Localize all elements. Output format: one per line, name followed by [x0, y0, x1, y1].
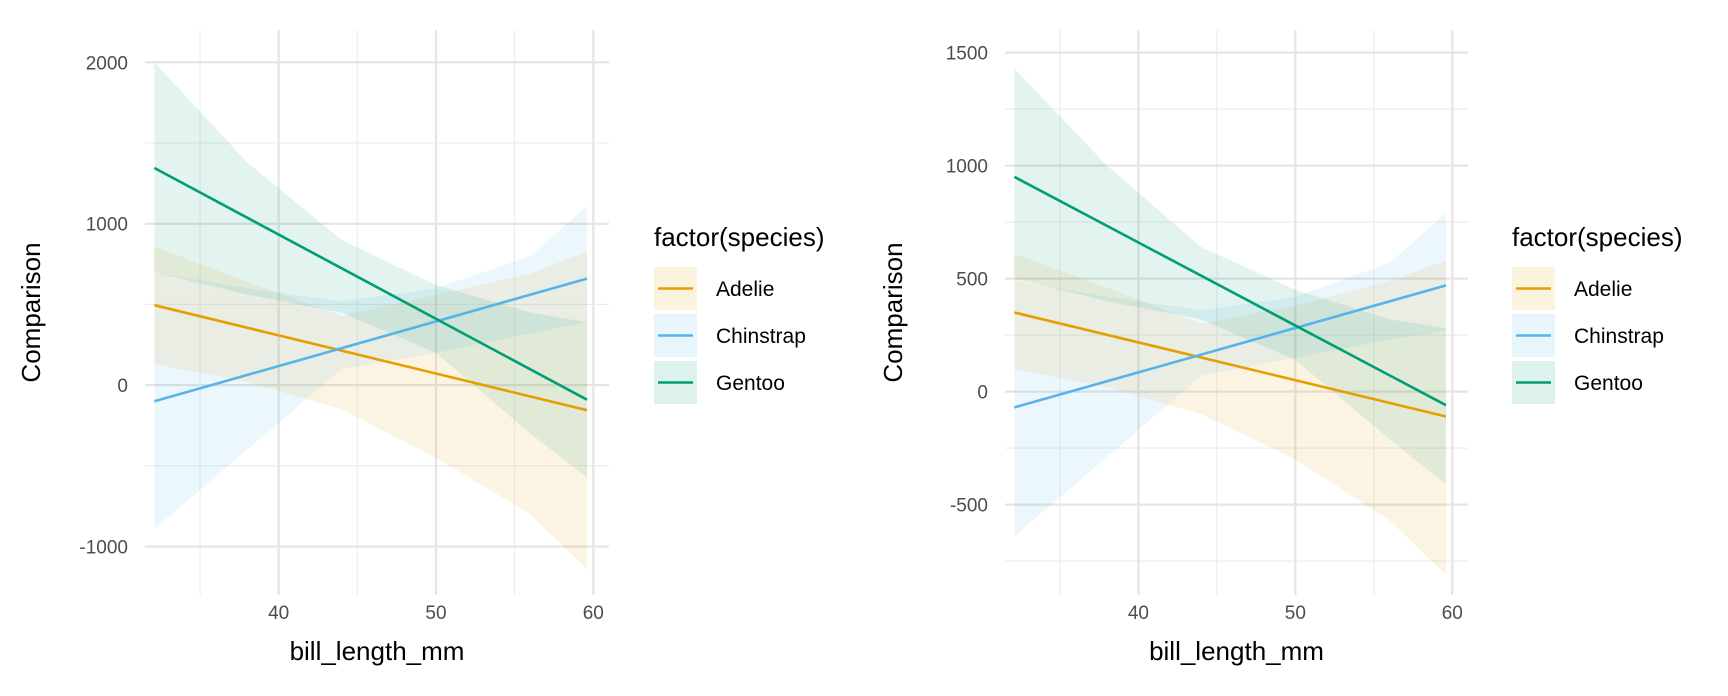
- panel-2: 40 50 60 -500 0 500 1000 1500 bill_length_mm Comp…: [878, 30, 1683, 666]
- legend-title: factor(species): [654, 222, 825, 252]
- y-axis-title: Comparison: [878, 242, 908, 382]
- legend-label-gentoo: Gentoo: [1574, 372, 1643, 395]
- legend-label-adelie: Adelie: [1574, 278, 1632, 301]
- y-tick-label: -1000: [79, 538, 128, 559]
- series-line-gentoo: [153, 166, 588, 401]
- confidence-band-gentoo: [154, 62, 587, 478]
- y-tick-label: 0: [977, 383, 988, 404]
- legend-label-gentoo: Gentoo: [716, 372, 785, 395]
- x-tick-label: 40: [268, 603, 289, 624]
- x-axis-title: bill_length_mm: [1149, 636, 1324, 666]
- y-tick-label: 1000: [946, 157, 988, 178]
- series-line-gentoo: [1013, 175, 1447, 407]
- y-tick-label: 1500: [946, 44, 988, 65]
- legend: factor(species) Adelie Chinstrap Gentoo: [1512, 222, 1683, 404]
- series-line-adelie: [1014, 311, 1447, 418]
- x-tick-label: 50: [1285, 603, 1306, 624]
- confidence-band-chinstrap: [154, 206, 587, 529]
- series-line-chinstrap: [1014, 284, 1447, 409]
- series-line-adelie: [154, 303, 588, 412]
- y-axis-title: Comparison: [16, 242, 46, 382]
- x-tick-label: 60: [583, 603, 604, 624]
- confidence-band-gentoo: [1014, 68, 1446, 485]
- y-tick-label: 500: [956, 270, 988, 291]
- x-tick-label: 50: [425, 603, 446, 624]
- confidence-band-adelie: [1014, 253, 1446, 575]
- panel-1: 40 50 60 -1000 0 1000 2000 bill_length_mm Compar…: [16, 30, 825, 666]
- legend-label-adelie: Adelie: [716, 278, 774, 301]
- legend-label-chinstrap: Chinstrap: [1574, 325, 1664, 348]
- x-axis-title: bill_length_mm: [290, 636, 465, 666]
- series-line-chinstrap: [154, 277, 588, 403]
- confidence-band-adelie: [154, 246, 587, 570]
- x-tick-label: 60: [1442, 603, 1463, 624]
- legend-label-chinstrap: Chinstrap: [716, 325, 806, 348]
- y-tick-label: 0: [117, 376, 128, 397]
- y-tick-label: 2000: [86, 53, 128, 74]
- x-tick-label: 40: [1128, 603, 1149, 624]
- y-tick-label: 1000: [86, 215, 128, 236]
- legend-title: factor(species): [1512, 222, 1683, 252]
- legend: factor(species) Adelie Chinstrap Gentoo: [654, 222, 825, 404]
- y-tick-label: -500: [950, 496, 988, 517]
- confidence-band-chinstrap: [1014, 213, 1446, 537]
